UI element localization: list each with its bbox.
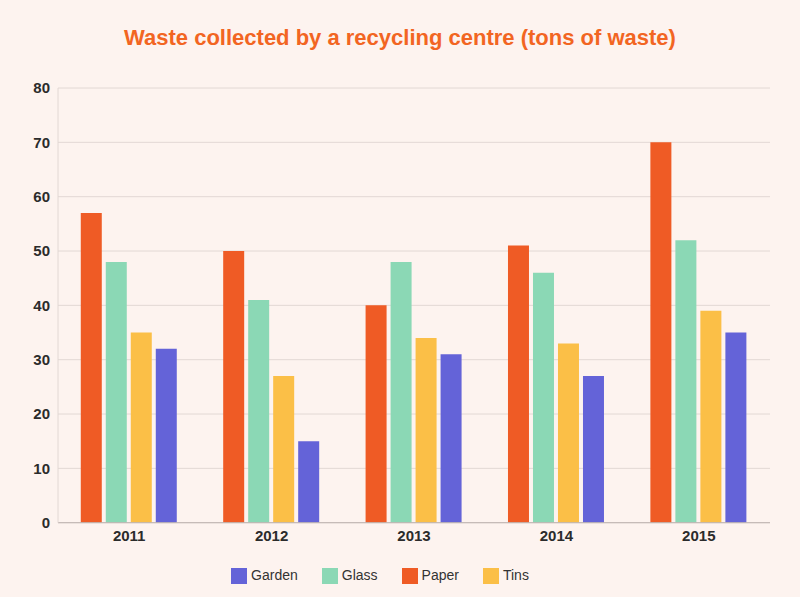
svg-text:30: 30 xyxy=(33,351,50,368)
svg-text:80: 80 xyxy=(33,79,50,96)
svg-text:0: 0 xyxy=(42,514,50,531)
svg-text:20: 20 xyxy=(33,405,50,422)
html-text:Waste collected by a recycling: Waste collected by a recycling centre (t… xyxy=(124,25,676,50)
svg-text:10: 10 xyxy=(33,460,50,477)
svg-text:2012: 2012 xyxy=(255,527,288,544)
svg-text:60: 60 xyxy=(33,188,50,205)
html-text:Paper: Paper xyxy=(421,566,459,583)
html-text:Tins: Tins xyxy=(503,566,529,583)
svg-text:2013: 2013 xyxy=(397,527,430,544)
svg-text:40: 40 xyxy=(33,297,50,314)
svg-text:50: 50 xyxy=(33,242,50,259)
html-text:Glass: Glass xyxy=(341,566,378,583)
html-text:Garden: Garden xyxy=(251,566,298,583)
svg-text:2015: 2015 xyxy=(682,527,715,544)
svg-text:2014: 2014 xyxy=(540,527,574,544)
svg-text:70: 70 xyxy=(33,134,50,151)
svg-text:2011: 2011 xyxy=(113,527,146,544)
